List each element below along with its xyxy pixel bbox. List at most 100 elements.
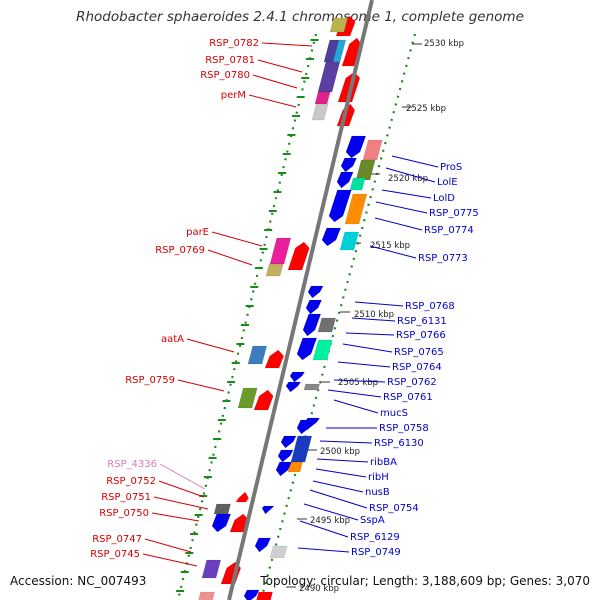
- gene-domain: [287, 461, 303, 473]
- gene-label-rsp_0780: RSP_0780: [200, 70, 250, 81]
- gene-label-sspa: SspA: [360, 515, 385, 526]
- gene-domain: [269, 545, 288, 559]
- gene-label-rsp_0773: RSP_0773: [418, 253, 468, 264]
- gene-label-rsp_0768: RSP_0768: [405, 301, 455, 312]
- kbp-tick-label: 2495 kbp: [310, 516, 350, 526]
- gene-label-rsp_0759: RSP_0759: [125, 375, 175, 386]
- gene-domain: [198, 591, 215, 600]
- forward-gene: [253, 389, 274, 411]
- gene-domain: [269, 237, 292, 265]
- reverse-gene: [285, 381, 302, 393]
- label-connector: [369, 245, 417, 259]
- label-connector: [303, 503, 359, 521]
- gene-domain: [332, 39, 347, 63]
- kbp-tick-label: 2505 kbp: [338, 378, 378, 388]
- kbp-tick-label: 2525 kbp: [406, 104, 446, 114]
- reverse-gene: [345, 135, 367, 159]
- label-connector: [211, 231, 263, 247]
- gene-domain: [314, 91, 331, 105]
- gene-label-mucs: mucS: [380, 408, 408, 419]
- label-connector: [299, 520, 349, 538]
- label-connector: [337, 361, 391, 368]
- gene-label-rsp_0764: RSP_0764: [392, 362, 442, 373]
- label-connector: [248, 94, 297, 108]
- gene-label-lole: LolE: [437, 177, 458, 188]
- label-connector: [297, 547, 350, 553]
- label-connector: [153, 496, 209, 510]
- kbp-tick-label: 2530 kbp: [424, 39, 464, 49]
- label-connector: [207, 249, 253, 266]
- label-connector: [257, 59, 303, 73]
- gene-domain: [201, 559, 222, 579]
- gene-domain: [317, 317, 336, 333]
- gene-domain: [344, 193, 368, 225]
- reverse-gene: [302, 313, 322, 337]
- gene-label-nusb: nusB: [365, 487, 390, 498]
- accession-text: Accession: NC_007493: [10, 574, 147, 588]
- label-connector: [333, 379, 386, 383]
- gene-domain: [329, 17, 348, 33]
- label-connector: [385, 167, 436, 183]
- reverse-gene: [277, 449, 294, 463]
- kbp-tick-label: 2510 kbp: [354, 310, 394, 320]
- gene-label-rsp_0762: RSP_0762: [387, 377, 437, 388]
- gene-domain: [317, 61, 341, 93]
- gene-domain: [355, 159, 376, 181]
- label-connector: [315, 468, 367, 478]
- gene-domain: [312, 339, 333, 361]
- gene-label-rsp_0750: RSP_0750: [99, 508, 149, 519]
- kbp-tick-label: 2520 kbp: [388, 174, 428, 184]
- gene-domain: [311, 103, 329, 121]
- gene-label-rsp_0749: RSP_0749: [351, 547, 401, 558]
- gene-label-rsp_6131: RSP_6131: [397, 316, 447, 327]
- gene-label-rsp_0781: RSP_0781: [205, 55, 255, 66]
- gene-domain: [290, 435, 313, 463]
- label-connector: [309, 489, 368, 509]
- reverse-gene: [305, 299, 323, 315]
- label-connector: [177, 379, 225, 392]
- gene-label-ribba: ribBA: [370, 457, 397, 468]
- label-connector: [342, 343, 393, 353]
- reverse-gene: [289, 371, 306, 383]
- reverse-gene: [280, 435, 297, 449]
- outer-scale-track: [259, 33, 417, 600]
- gene-label-rsp_0765: RSP_0765: [394, 347, 444, 358]
- gene-label-rsp_0775: RSP_0775: [429, 208, 479, 219]
- genome-backbone: [227, 0, 374, 600]
- forward-gene: [256, 591, 273, 600]
- reverse-gene: [296, 419, 314, 435]
- label-connector: [327, 389, 382, 398]
- gene-label-rsp_0754: RSP_0754: [369, 503, 419, 514]
- gene-label-pare: parE: [186, 227, 209, 238]
- label-connector: [381, 189, 432, 199]
- label-connector: [351, 317, 396, 322]
- gene-label-rsp_0758: RSP_0758: [379, 423, 429, 434]
- gene-label-aata: aatA: [161, 334, 184, 345]
- label-connector: [158, 480, 205, 498]
- gene-label-rsp_0769: RSP_0769: [155, 245, 205, 256]
- label-connector: [345, 332, 395, 336]
- label-connector: [333, 399, 379, 414]
- gene-domain: [349, 177, 366, 191]
- gene-label-rsp_0747: RSP_0747: [92, 534, 142, 545]
- reverse-gene: [254, 537, 272, 553]
- gene-domain: [265, 263, 284, 277]
- reverse-gene: [211, 513, 232, 533]
- gene-label-lold: LolD: [433, 193, 455, 204]
- reverse-gene: [296, 337, 318, 361]
- gene-domain: [247, 345, 268, 365]
- gene-label-rsp_6130: RSP_6130: [374, 438, 424, 449]
- kbp-tick-label: 2490 kbp: [299, 584, 339, 594]
- reverse-gene: [275, 461, 293, 477]
- label-connector: [151, 512, 200, 522]
- label-connector: [252, 74, 298, 89]
- gene-domain: [303, 383, 320, 391]
- gene-label-rsp_0745: RSP_0745: [90, 549, 140, 560]
- kbp-tick-label: 2500 kbp: [320, 447, 360, 457]
- label-connector: [391, 155, 439, 168]
- forward-gene: [235, 491, 249, 503]
- label-connector: [316, 458, 369, 463]
- label-connector: [159, 463, 206, 490]
- gene-label-ribh: ribH: [368, 472, 389, 483]
